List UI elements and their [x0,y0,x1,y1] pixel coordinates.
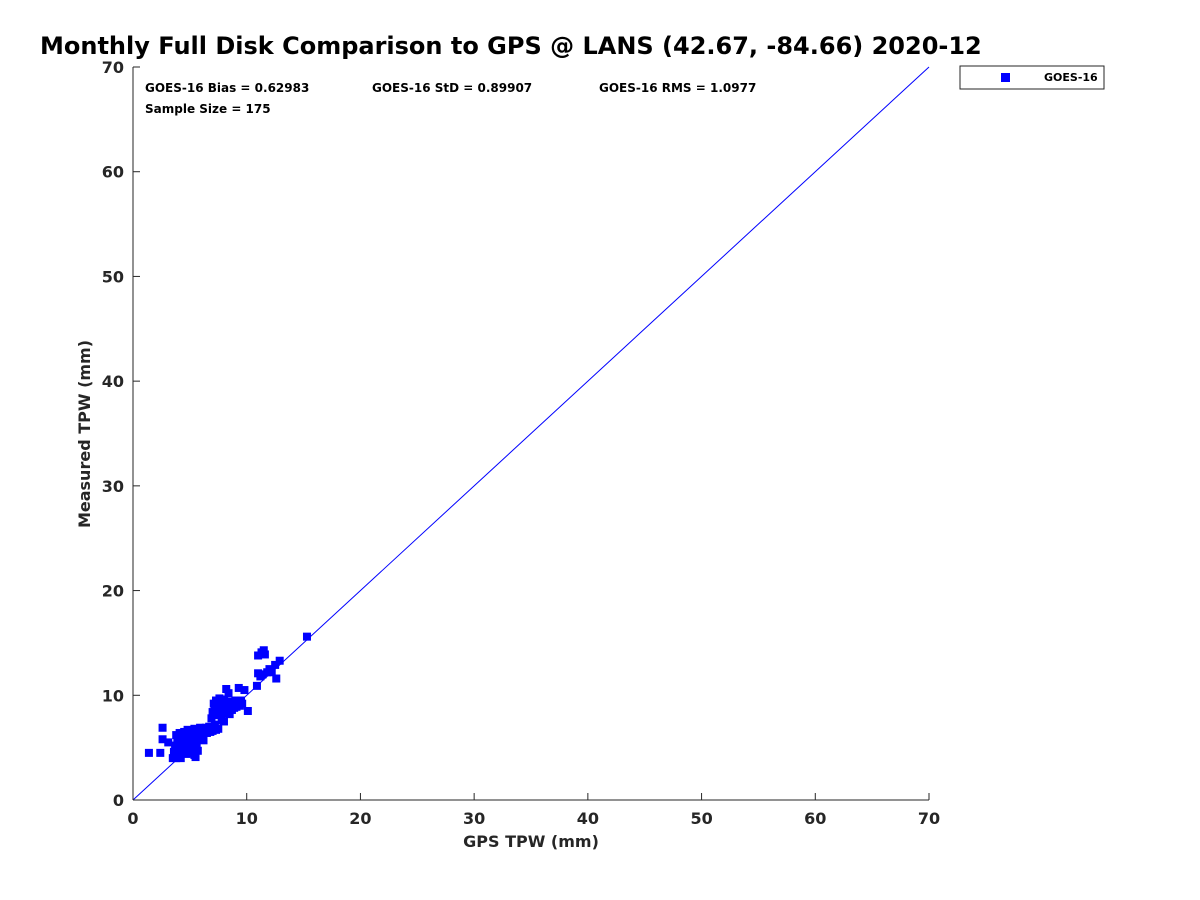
data-point [271,660,280,669]
data-points [144,632,311,763]
data-point [193,746,202,755]
data-point [219,717,228,726]
data-point [175,728,184,737]
legend-box [959,65,1105,90]
data-point [275,656,284,665]
data-point [158,723,167,732]
rms-stat: GOES-16 RMS = 1.0977 [599,81,756,95]
data-point [169,747,178,756]
data-point [258,670,267,679]
y-tick-label: 10 [102,686,124,705]
data-point [214,724,223,733]
std-stat: GOES-16 StD = 0.89907 [372,81,532,95]
data-point [252,681,261,690]
bias-stat: GOES-16 Bias = 0.62983 [145,81,309,95]
x-tick-label: 20 [349,809,371,828]
data-point [174,743,183,752]
x-tick-label: 50 [690,809,712,828]
x-tick-label: 40 [577,809,599,828]
data-point [164,738,173,747]
data-point [158,735,167,744]
data-point [192,733,201,742]
sample-size-stat: Sample Size = 175 [145,102,271,116]
x-axis-label: GPS TPW (mm) [463,832,599,851]
data-point [224,689,233,698]
data-point [191,753,200,762]
data-point [199,736,208,745]
x-tick-label: 30 [463,809,485,828]
data-point [243,706,252,715]
y-tick-label: 20 [102,582,124,601]
data-point [215,694,224,703]
data-point [272,674,281,683]
chart-title: Monthly Full Disk Comparison to GPS @ LA… [40,32,982,60]
y-tick-label: 70 [102,58,124,77]
data-point [267,668,276,677]
x-tick-label: 0 [127,809,138,828]
data-point [182,749,191,758]
y-axis-ticks: 0 10 20 30 40 50 60 70 [102,58,140,810]
data-point [144,748,153,757]
data-point [210,720,219,729]
data-point [234,683,243,692]
y-axis-label: Measured TPW (mm) [75,340,94,528]
x-axis-ticks: 0 10 20 30 40 50 60 70 [127,793,940,828]
data-point [240,686,249,695]
y-tick-label: 40 [102,372,124,391]
y-tick-label: 50 [102,267,124,286]
data-point [196,723,205,732]
legend: GOES-16 [959,65,1105,90]
data-point [207,714,216,723]
data-point [302,632,311,641]
data-point [192,742,201,751]
y-tick-label: 0 [113,791,124,810]
data-point [213,711,222,720]
data-point [208,708,217,717]
legend-entry-goes16: GOES-16 [1044,71,1098,84]
legend-marker-square [1001,73,1010,82]
data-point [205,722,214,731]
x-tick-label: 70 [918,809,940,828]
plot-content [132,66,930,801]
x-tick-label: 60 [804,809,826,828]
data-point [222,685,231,694]
y-tick-label: 60 [102,163,124,182]
y-tick-label: 30 [102,477,124,496]
data-point [260,650,269,659]
data-point [259,646,268,655]
data-point [156,748,165,757]
data-point [225,710,234,719]
data-point [238,699,247,708]
x-tick-label: 10 [236,809,258,828]
data-point [176,754,185,763]
data-point [190,724,199,733]
